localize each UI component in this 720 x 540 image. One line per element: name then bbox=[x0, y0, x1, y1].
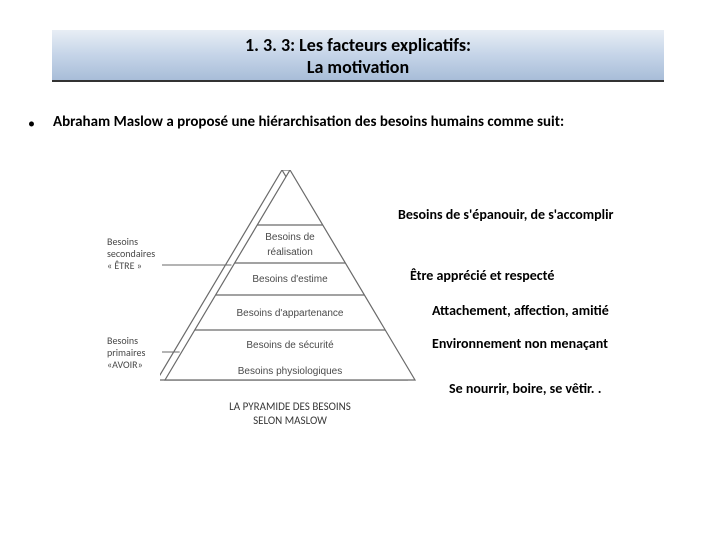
annotation-self-actualization: Besoins de s'épanouir, de s'accomplir bbox=[398, 206, 614, 223]
svg-text:Besoins d'appartenance: Besoins d'appartenance bbox=[237, 308, 344, 319]
svg-text:Besoins d'estime: Besoins d'estime bbox=[252, 274, 328, 285]
pyramid-caption: LA PYRAMIDE DES BESOINS SELON MASLOW bbox=[190, 400, 390, 429]
left-group-secondary: Besoins secondaires « ÊTRE » bbox=[107, 236, 155, 272]
title-line-2: La motivation bbox=[52, 56, 664, 78]
svg-text:Besoins de: Besoins de bbox=[265, 232, 315, 243]
annotation-esteem: Être apprécié et respecté bbox=[410, 267, 554, 284]
annotation-belonging: Attachement, affection, amitié bbox=[432, 302, 609, 319]
svg-text:Besoins physiologiques: Besoins physiologiques bbox=[238, 366, 343, 377]
annotation-safety: Environnement non menaçant bbox=[432, 335, 608, 352]
caption-l2: SELON MASLOW bbox=[190, 414, 390, 428]
left-group-secondary-l3: « ÊTRE » bbox=[107, 260, 155, 272]
bullet-text: Abraham Maslow a proposé une hiérarchisa… bbox=[53, 113, 564, 131]
caption-l1: LA PYRAMIDE DES BESOINS bbox=[190, 400, 390, 414]
maslow-pyramid: Besoins de réalisation Besoins d'estime Bes… bbox=[160, 170, 420, 385]
title-bar: 1. 3. 3: Les facteurs explicatifs: La mo… bbox=[52, 30, 664, 82]
bullet-row: • Abraham Maslow a proposé une hiérarchi… bbox=[28, 113, 564, 132]
left-group-primary-l3: «AVOIR» bbox=[107, 359, 145, 371]
title-line-1: 1. 3. 3: Les facteurs explicatifs: bbox=[52, 34, 664, 56]
annotation-physiological: Se nourrir, boire, se vêtir. . bbox=[449, 380, 601, 397]
svg-text:Besoins de sécurité: Besoins de sécurité bbox=[246, 340, 334, 351]
left-group-primary: Besoins primaires «AVOIR» bbox=[107, 335, 145, 371]
svg-text:réalisation: réalisation bbox=[267, 247, 313, 258]
bullet-dot-icon: • bbox=[28, 115, 35, 132]
